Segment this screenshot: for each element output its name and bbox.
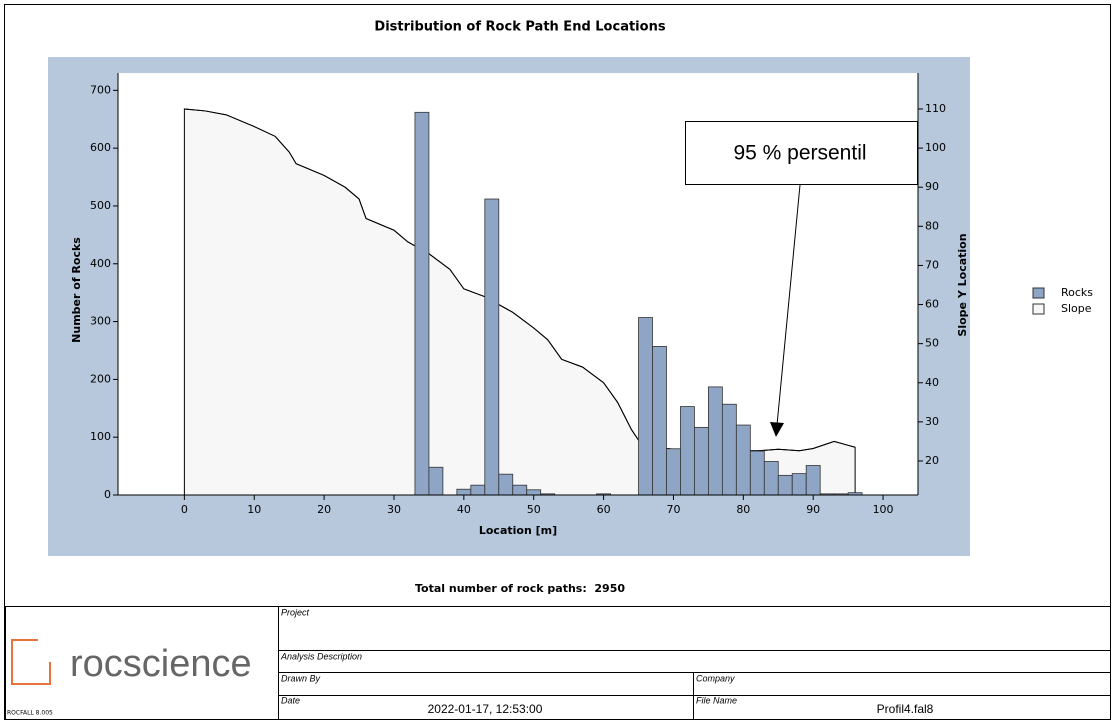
y2-tick-label: 80 (925, 219, 939, 232)
legend-label: Rocks (1061, 286, 1093, 299)
bar (680, 406, 695, 496)
x-tick-label: 80 (736, 503, 750, 516)
bar (638, 317, 653, 496)
bar (428, 466, 444, 496)
x-tick-label: 70 (666, 503, 680, 516)
x-tick-label: 50 (527, 503, 541, 516)
bar (805, 465, 821, 496)
bar (707, 386, 723, 496)
plot: 0 10 20 30 40 50 60 70 80 90 100 0 100 200 300 400 500 60… (90, 73, 1093, 516)
x-tick-label: 30 (387, 503, 401, 516)
y-tick-label: 400 (90, 257, 111, 270)
legend-swatch (1032, 303, 1045, 315)
logo: rocscience (70, 643, 252, 685)
legend-label: Slope (1061, 302, 1092, 315)
y2-tick-label: 110 (925, 102, 946, 115)
y2-tick-label: 20 (925, 454, 939, 467)
y-tick-label: 200 (90, 372, 111, 385)
block-border (5, 606, 1111, 720)
version: ROCFALL 8.005 (7, 710, 53, 717)
y2-tick-label: 70 (925, 258, 939, 271)
y2-tick-label: 50 (925, 337, 939, 350)
field-label: File Name (696, 695, 737, 705)
y2-tick-label: 30 (925, 415, 939, 428)
legend-swatch (1032, 287, 1045, 299)
annotation: 95 % persentil (733, 142, 866, 165)
y-tick-label: 600 (90, 141, 111, 154)
logo-mark (11, 639, 51, 685)
y2-tick-label: 40 (925, 376, 939, 389)
bar (777, 474, 793, 496)
x-tick-label: 100 (873, 503, 894, 516)
bar (484, 198, 500, 496)
bar (694, 426, 709, 496)
bar (763, 461, 779, 496)
bar (512, 484, 528, 496)
bar (666, 448, 681, 496)
bar (414, 111, 430, 496)
bar (721, 403, 737, 496)
field-label: Date (281, 695, 300, 705)
field-label: Company (696, 673, 735, 683)
field-label: Drawn By (281, 673, 321, 683)
y2-axis-label: Slope Y Location (956, 233, 969, 336)
bar (456, 488, 472, 496)
y2-tick-label: 100 (925, 141, 946, 154)
summary: Total number of rock paths: 2950 (415, 582, 625, 595)
y-tick-label: 100 (90, 430, 111, 443)
y2-tick-label: 60 (925, 298, 939, 311)
y-tick-label: 300 (90, 315, 111, 328)
bar (652, 346, 667, 496)
bar (498, 473, 514, 496)
bar (526, 489, 542, 496)
title-block (5, 606, 1111, 720)
y2-tick-label: 90 (925, 180, 939, 193)
bar (791, 473, 807, 496)
bar (749, 450, 765, 496)
annotation-arrow (776, 184, 801, 426)
x-tick-label: 90 (806, 503, 820, 516)
x-tick-label: 60 (597, 503, 611, 516)
chart-title: Distribution of Rock Path End Locations (374, 20, 665, 35)
x-tick-label: 20 (317, 503, 331, 516)
bar (470, 484, 486, 496)
file-name: Profil4.fal8 (877, 702, 934, 716)
field-label: Analysis Description (280, 651, 362, 661)
y-tick-label: 700 (90, 83, 111, 96)
annotation-box (685, 121, 918, 185)
y-tick-label: 0 (104, 488, 111, 501)
arrow-head (770, 422, 784, 437)
date: 2022-01-17, 12:53:00 (428, 702, 543, 716)
bar (735, 424, 751, 496)
x-axis-label: Location [m] (479, 524, 557, 537)
x-tick-label: 10 (247, 503, 261, 516)
y-axis-label: Number of Rocks (70, 237, 83, 343)
y-tick-label: 500 (90, 199, 111, 212)
x-tick-label: 40 (457, 503, 471, 516)
field-label: Project (281, 607, 310, 617)
x-tick-label: 0 (181, 503, 188, 516)
